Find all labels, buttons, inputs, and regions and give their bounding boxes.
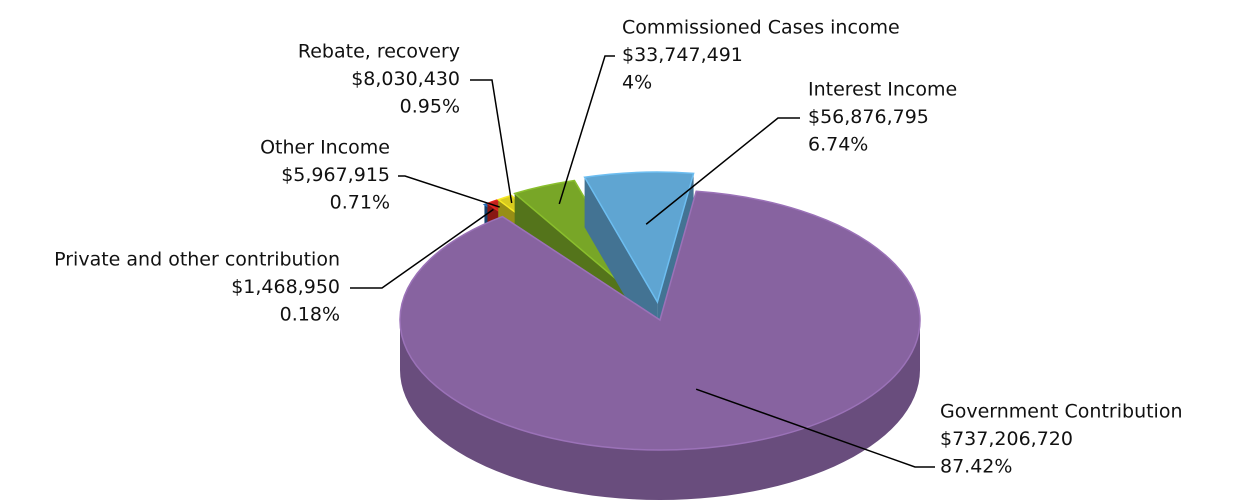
category-label: Interest Income (808, 79, 957, 101)
slice (399, 190, 921, 500)
data-label: $737,206,720 (940, 428, 1073, 450)
category-label: Government Contribution (940, 401, 1183, 423)
leader-line (350, 208, 494, 289)
data-label: $56,876,795 (808, 106, 929, 128)
data-label: 6.74% (808, 134, 868, 156)
leader-line (558, 55, 615, 205)
slice-side (400, 320, 920, 500)
category-label: Rebate, recovery (298, 41, 460, 63)
leader-line (398, 175, 500, 208)
data-label: $1,468,950 (231, 276, 340, 298)
slice (583, 171, 695, 304)
slice (399, 190, 921, 451)
data-label: 4% (622, 72, 652, 94)
category-label: Commissioned Cases income (622, 17, 900, 39)
data-label: $33,747,491 (622, 44, 743, 66)
leader-line (470, 79, 513, 204)
data-label: 0.71% (330, 192, 390, 214)
category-label: Private and other contribution (54, 249, 340, 271)
leader-line (695, 388, 935, 468)
data-label: $5,967,915 (281, 164, 390, 186)
leader-line (645, 117, 800, 225)
category-label: Other Income (260, 137, 390, 159)
data-label: 0.95% (400, 96, 460, 118)
data-label: $8,030,430 (351, 68, 460, 90)
data-label: 87.42% (940, 456, 1012, 478)
data-label: 0.18% (280, 304, 340, 326)
